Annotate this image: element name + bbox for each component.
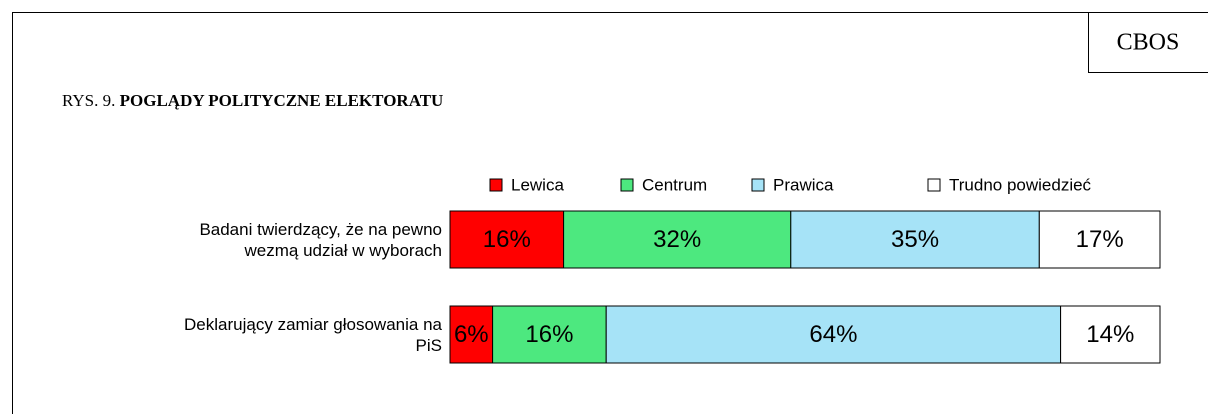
title: RYS. 9. POGLĄDY POLITYCZNE ELEKTORATU: [62, 91, 443, 110]
legend-swatch: [927, 178, 941, 192]
badge-box: [1088, 12, 1208, 73]
legend-label: Trudno powiedzieć: [949, 175, 1092, 194]
category-label: Deklarujący zamiar głosowania na PiS: [184, 314, 442, 355]
legend-label: Centrum: [642, 175, 707, 194]
value-label: 17%: [1076, 226, 1124, 253]
category-label: Badani twierdzący, że na pewno wezmą udz…: [199, 219, 442, 260]
legend-swatch: [751, 178, 765, 192]
legend-label: Prawica: [773, 175, 834, 194]
legend-label: Lewica: [511, 175, 564, 194]
bar-segment: [1060, 305, 1161, 364]
legend-swatch: [620, 178, 634, 192]
figure-label: RYS. 9.: [62, 91, 115, 110]
bar-segment: [449, 305, 494, 364]
value-label: 16%: [483, 226, 531, 253]
value-label: 35%: [891, 226, 939, 253]
legend-swatch: [489, 178, 503, 192]
title-text: POGLĄDY POLITYCZNE ELEKTORATU: [120, 91, 444, 110]
value-label: 14%: [1086, 321, 1134, 348]
value-label: 64%: [809, 321, 857, 348]
frame: [12, 12, 1208, 414]
bar-segment: [492, 305, 607, 364]
value-label: 32%: [653, 226, 701, 253]
bar-segment: [1038, 210, 1161, 269]
value-label: 6%: [454, 321, 489, 348]
value-label: 16%: [525, 321, 573, 348]
bar-segment: [790, 210, 1040, 269]
badge: CBOS: [1117, 30, 1180, 56]
